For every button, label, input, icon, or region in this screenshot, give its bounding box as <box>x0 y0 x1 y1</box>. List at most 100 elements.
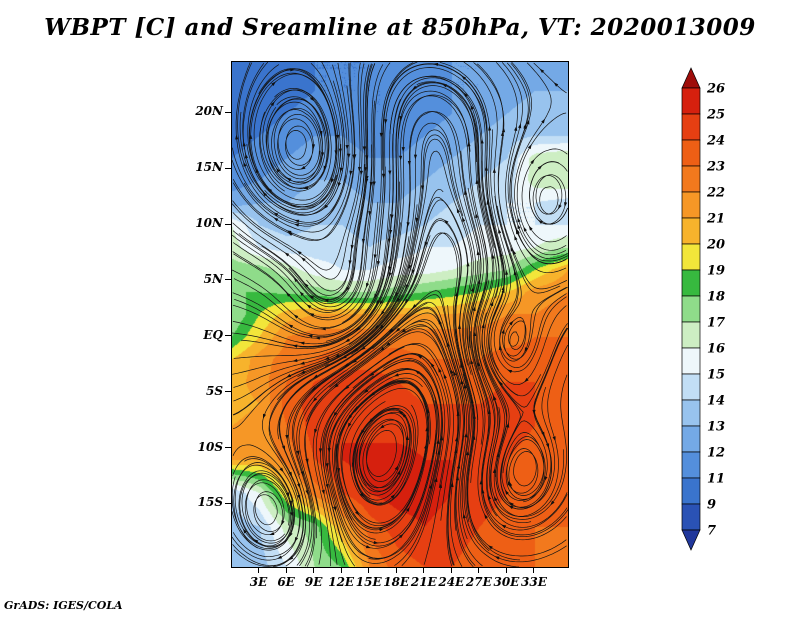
streamline-arrow <box>347 414 352 420</box>
streamline-arrow <box>508 501 514 507</box>
streamline <box>296 312 461 567</box>
streamline <box>352 405 417 505</box>
streamline-arrow <box>470 286 474 292</box>
streamline-arrow <box>293 277 298 283</box>
lon-tick <box>340 567 342 573</box>
colorbar-segment <box>681 399 701 427</box>
streamline-arrow <box>320 327 326 331</box>
lat-tick-label: 5N <box>203 271 223 286</box>
streamline-arrow <box>501 328 505 334</box>
streamline-arrow <box>425 426 429 432</box>
streamline-arrow <box>309 313 315 317</box>
streamline <box>277 232 475 451</box>
lon-tick-label: 21E <box>410 575 437 589</box>
streamline <box>490 129 567 373</box>
streamline <box>464 81 568 408</box>
streamline-arrow <box>456 411 460 416</box>
streamline-arrow <box>494 556 500 560</box>
streamline-arrow <box>363 388 369 394</box>
streamline-arrow <box>288 500 292 506</box>
streamline <box>239 63 341 214</box>
lat-tick <box>225 111 231 113</box>
streamline-arrow <box>414 370 420 375</box>
streamline-arrow <box>379 324 384 330</box>
streamline-arrow <box>287 232 293 236</box>
colorbar-label: 16 <box>707 342 725 357</box>
colorbar-label: 14 <box>707 394 725 409</box>
streamline-arrow <box>299 361 305 365</box>
streamline <box>232 100 376 312</box>
streamline-arrow <box>523 123 527 129</box>
streamline-arrow <box>279 467 284 473</box>
lon-tick-label: 18E <box>383 575 410 589</box>
streamline <box>506 62 567 265</box>
streamline-arrow <box>509 481 513 487</box>
lon-tick <box>368 567 370 573</box>
streamline <box>232 134 464 416</box>
streamline-arrow <box>399 155 403 161</box>
streamline-arrow <box>463 189 468 195</box>
streamline-arrow <box>347 422 352 428</box>
lat-tick-label: 10N <box>195 216 223 231</box>
streamline-arrow <box>299 341 305 345</box>
lat-tick <box>225 223 231 225</box>
streamline-arrow <box>461 75 467 81</box>
streamline-arrow <box>296 450 300 456</box>
streamline-arrow <box>324 356 330 360</box>
streamline <box>232 85 353 233</box>
streamline <box>326 359 442 560</box>
streamline-arrow <box>297 494 301 500</box>
streamline-arrow <box>242 141 246 147</box>
lat-tick-label: EQ <box>203 327 223 342</box>
streamline-arrow <box>443 219 449 225</box>
streamline-arrow <box>323 165 327 171</box>
streamline-arrow <box>276 167 281 173</box>
streamline-arrow <box>506 422 510 428</box>
lon-tick-label: 6E <box>277 575 295 589</box>
colorbar-segment <box>681 373 701 401</box>
streamline <box>232 236 410 375</box>
lon-tick <box>450 567 452 573</box>
streamline-arrow <box>243 161 247 167</box>
streamline <box>306 64 370 296</box>
streamline <box>325 196 478 483</box>
colorbar-segment <box>681 451 701 479</box>
streamline-arrow <box>530 159 535 164</box>
streamline <box>244 479 290 542</box>
streamline <box>342 62 414 323</box>
streamline <box>235 62 347 223</box>
colorbar-segment <box>681 165 701 193</box>
streamline <box>496 205 568 360</box>
streamline-arrow <box>509 320 514 326</box>
streamline <box>293 302 428 567</box>
streamline-arrow <box>564 202 568 208</box>
streamline <box>348 111 482 348</box>
streamline-arrow <box>492 167 496 173</box>
streamline-arrow <box>475 179 479 185</box>
streamline <box>495 327 568 510</box>
streamline <box>232 144 372 308</box>
colorbar-label: 22 <box>706 186 725 201</box>
streamline-arrow <box>492 468 497 474</box>
streamline-arrow <box>401 328 406 333</box>
streamline-arrow <box>393 373 399 377</box>
streamline <box>337 377 430 529</box>
streamline-arrow <box>488 125 492 131</box>
streamline-arrow <box>442 84 448 88</box>
streamline-arrow <box>304 282 309 288</box>
streamline <box>288 64 373 303</box>
streamline-arrow <box>507 480 511 486</box>
streamline-arrow <box>526 119 530 125</box>
streamline-arrow <box>401 413 407 418</box>
streamline-arrow <box>406 222 410 228</box>
streamline <box>232 444 300 561</box>
streamline <box>315 346 405 566</box>
streamline <box>259 89 332 192</box>
streamline-arrow <box>467 141 471 147</box>
streamline <box>232 63 355 242</box>
streamline <box>529 161 568 225</box>
streamline-arrow <box>320 152 325 158</box>
streamline <box>521 148 568 243</box>
colorbar-label: 19 <box>707 264 725 279</box>
streamline-arrow <box>438 367 442 373</box>
